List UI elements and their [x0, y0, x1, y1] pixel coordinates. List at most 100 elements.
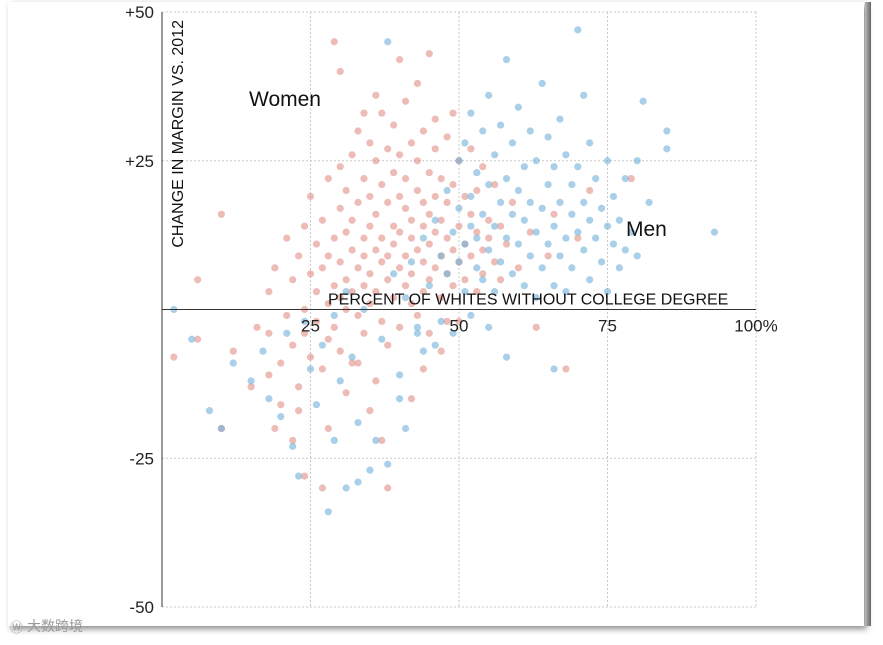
data-point: [586, 186, 594, 195]
data-point: [431, 115, 439, 123]
data-point: [318, 484, 326, 492]
data-point: [419, 234, 427, 242]
data-point: [265, 329, 273, 337]
data-point: [384, 484, 392, 492]
data-point: [544, 252, 552, 260]
data-point: [425, 50, 433, 58]
series-women: [170, 38, 635, 492]
data-point: [419, 258, 427, 266]
data-point: [217, 424, 225, 433]
data-point: [419, 347, 427, 355]
tick-labels: 25 50 75 100% +50 +25 -25 -50: [125, 3, 778, 617]
data-point: [663, 127, 671, 135]
data-point: [407, 299, 416, 308]
data-point: [372, 436, 380, 444]
data-point: [396, 56, 404, 64]
data-point: [609, 240, 618, 248]
data-point: [455, 317, 463, 325]
data-point: [526, 127, 534, 135]
data-point: [425, 240, 433, 248]
data-point: [449, 180, 457, 189]
data-point: [247, 383, 255, 391]
data-point: [580, 91, 588, 99]
data-point: [443, 270, 451, 278]
data-point: [544, 133, 552, 141]
y-tick-label: -50: [129, 598, 154, 617]
data-point: [324, 299, 332, 308]
data-point: [514, 264, 523, 272]
data-point: [342, 484, 350, 492]
data-point: [378, 436, 386, 444]
data-point: [372, 157, 380, 165]
data-point: [342, 228, 350, 236]
data-point: [384, 252, 392, 260]
data-point: [491, 151, 499, 159]
data-point: [538, 264, 546, 272]
data-point: [277, 413, 285, 421]
data-point: [194, 276, 202, 284]
data-point: [229, 347, 237, 355]
data-point: [378, 234, 386, 242]
data-point: [378, 180, 386, 189]
data-point: [603, 222, 612, 230]
data-point: [295, 472, 303, 480]
data-point: [562, 288, 570, 296]
data-point: [502, 240, 511, 248]
data-point: [645, 198, 653, 206]
data-point: [217, 210, 225, 218]
data-point: [390, 121, 398, 129]
data-point: [603, 288, 612, 296]
data-point: [574, 163, 582, 171]
data-point: [318, 341, 326, 349]
data-point: [443, 317, 451, 325]
data-point: [342, 389, 350, 397]
data-point: [461, 139, 469, 147]
data-point: [502, 353, 511, 361]
data-point: [514, 240, 523, 248]
data-point: [354, 418, 362, 427]
data-point: [437, 317, 445, 325]
data-point: [277, 359, 285, 367]
data-point: [330, 38, 338, 46]
data-point: [354, 359, 362, 367]
data-point: [300, 317, 309, 325]
data-point: [437, 294, 445, 302]
data-point: [467, 311, 475, 320]
data-point: [300, 472, 309, 480]
data-point: [271, 264, 279, 272]
data-point: [348, 216, 356, 224]
data-point: [229, 359, 237, 367]
data-point: [401, 204, 410, 212]
data-point: [384, 341, 392, 349]
data-point: [443, 234, 451, 242]
data-point: [306, 365, 315, 373]
data-point: [496, 258, 505, 266]
data-point: [354, 311, 362, 320]
data-point: [580, 246, 588, 254]
data-point: [372, 288, 380, 296]
data-point: [508, 139, 517, 147]
data-point: [384, 198, 392, 206]
data-point: [520, 163, 528, 171]
data-point: [396, 323, 404, 331]
data-point: [324, 252, 332, 260]
data-point: [479, 270, 487, 278]
data-point: [574, 228, 582, 236]
data-point: [431, 216, 439, 224]
data-point: [621, 246, 629, 254]
data-point: [461, 192, 469, 201]
data-point: [597, 204, 606, 212]
data-point: [508, 270, 517, 278]
data-point: [366, 466, 374, 474]
data-point: [336, 294, 344, 302]
data-point: [431, 228, 439, 236]
data-point: [550, 210, 558, 218]
data-point: [425, 282, 433, 290]
data-point: [360, 252, 368, 260]
data-point: [396, 264, 404, 272]
data-point: [366, 192, 374, 201]
data-point: [633, 157, 641, 165]
data-point: [401, 97, 410, 105]
data-point: [443, 186, 451, 195]
data-point: [318, 365, 326, 373]
